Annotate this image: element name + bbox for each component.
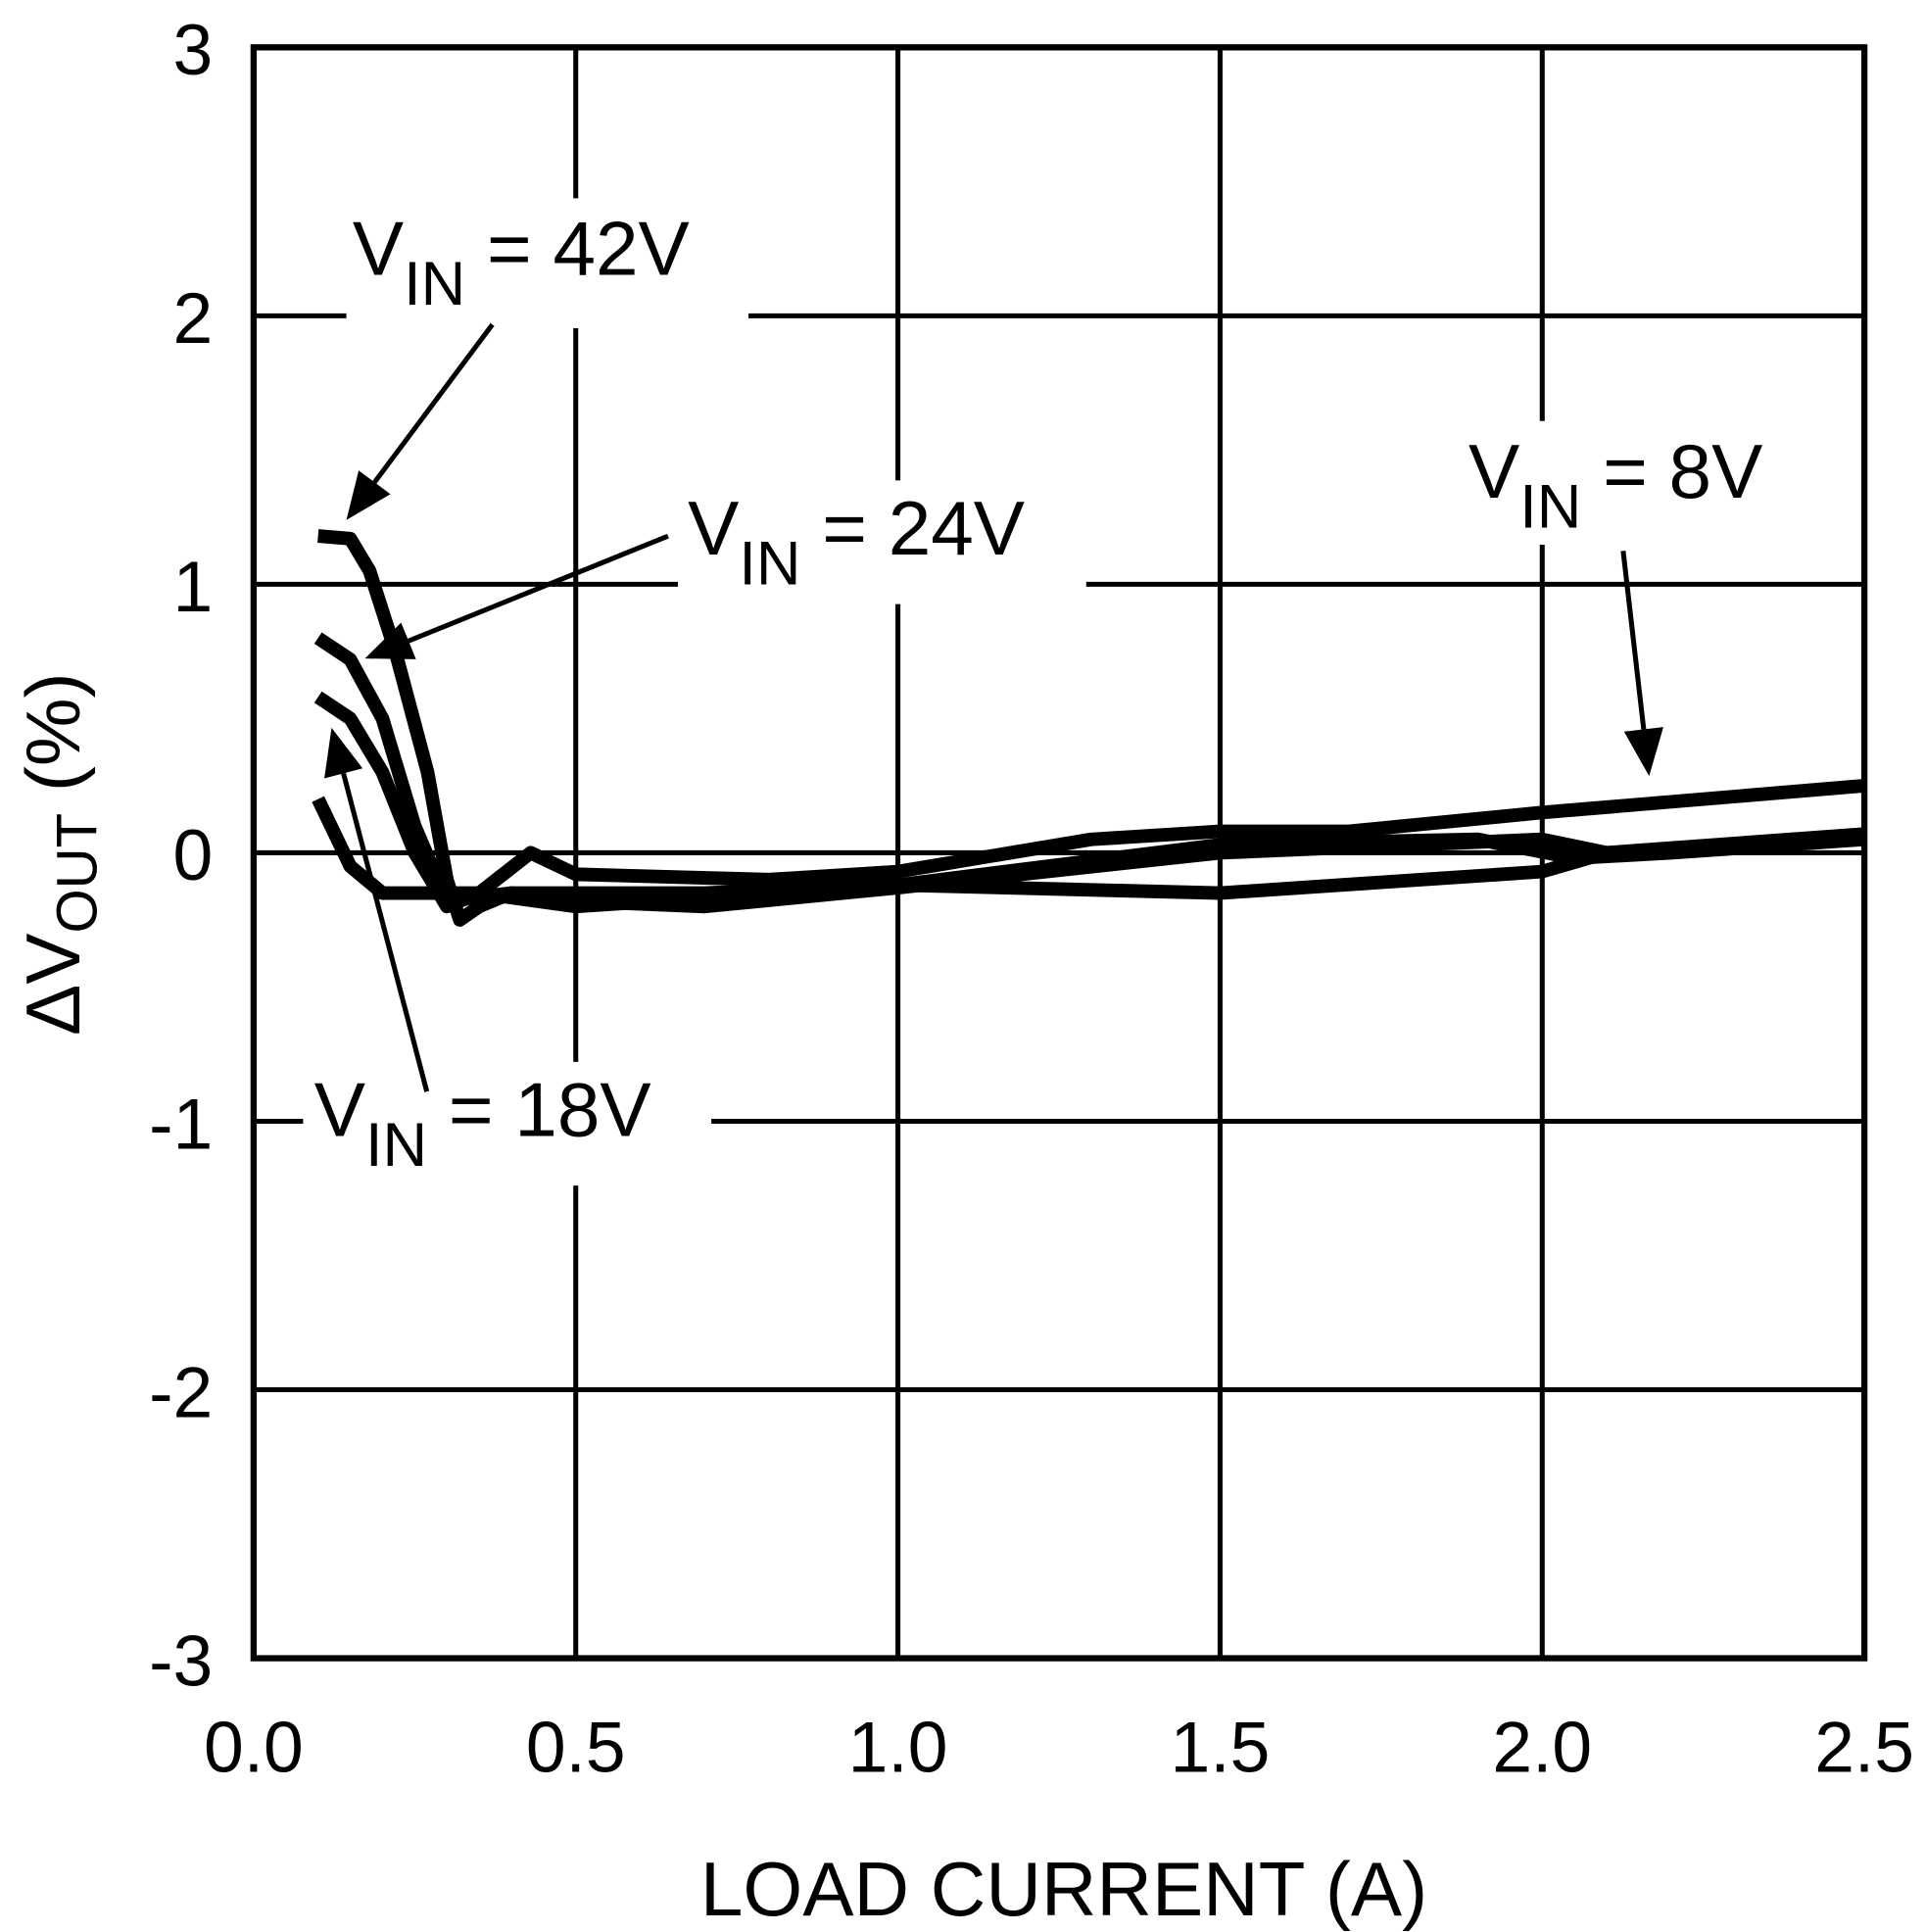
- annotation-arrowhead: [324, 727, 363, 779]
- series-label: VIN = 42V: [353, 206, 690, 318]
- annotation-arrowhead: [346, 470, 391, 520]
- annotations: VIN = 42V VIN = 24V VIN = 18V VIN = 8V: [303, 198, 1806, 1186]
- y-tick-label: 2: [172, 278, 213, 359]
- y-tick-labels: 3 2 1 0 -1 -2 -3: [149, 10, 213, 1701]
- annotation-arrowhead: [1623, 727, 1663, 777]
- series-label: VIN = 8V: [1468, 428, 1762, 541]
- series-label: VIN = 24V: [688, 485, 1025, 598]
- annotation-arrowhead: [364, 622, 416, 659]
- series-group: [312, 529, 1865, 927]
- y-axis-label: ΔVOUT (%): [10, 672, 110, 1036]
- annotation-arrow-line: [408, 533, 669, 644]
- label-background: [1460, 420, 1806, 545]
- x-tick-label: 1.0: [848, 1708, 948, 1788]
- x-tick-label: 2.5: [1814, 1708, 1914, 1788]
- label-background: [303, 1061, 712, 1186]
- label-background: [678, 480, 1086, 604]
- x-axis-label: LOAD CURRENT (A): [700, 1846, 1427, 1932]
- plot-frame: [250, 44, 1868, 1662]
- series-line-2: [313, 691, 1865, 914]
- y-tick-label: 0: [172, 815, 213, 895]
- y-tick-label: -3: [149, 1620, 213, 1701]
- y-tick-label: 1: [172, 547, 213, 627]
- y-tick-label: -1: [149, 1084, 213, 1164]
- annotation-arrow-line: [341, 772, 430, 1092]
- x-tick-label: 0.5: [526, 1708, 626, 1788]
- y-tick-label: 3: [172, 10, 213, 90]
- annotation-arrow-line: [372, 322, 495, 484]
- x-tick-labels: 0.0 0.5 1.0 1.5 2.0 2.5: [204, 1708, 1914, 1788]
- x-tick-label: 0.0: [204, 1708, 304, 1788]
- label-background: [346, 198, 749, 328]
- series-label: VIN = 18V: [314, 1067, 651, 1180]
- x-tick-label: 2.0: [1492, 1708, 1592, 1788]
- y-tick-label: -2: [149, 1352, 213, 1432]
- series-line-3: [312, 779, 1865, 900]
- annotation-arrow-line: [1620, 551, 1647, 730]
- x-tick-label: 1.5: [1171, 1708, 1271, 1788]
